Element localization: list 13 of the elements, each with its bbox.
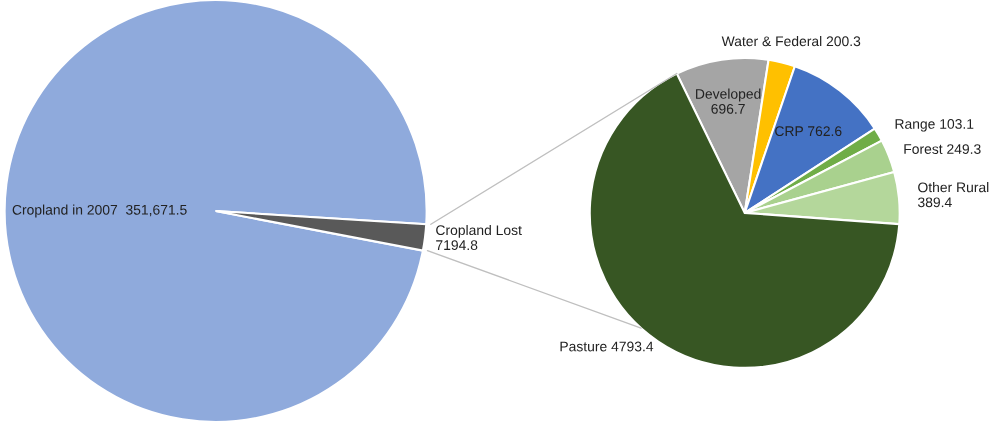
- data-label: 7194.8: [436, 240, 478, 251]
- slice-label: Cropland Lost: [436, 224, 522, 238]
- slice-label: Developed: [696, 88, 761, 102]
- slice-label: Range 103.1: [895, 119, 974, 132]
- slice-label: Cropland in 2007 351,671.5: [12, 204, 187, 218]
- slice-label: Other Rural: [918, 182, 989, 193]
- data-label: 389.4: [917, 197, 952, 208]
- data-label: 696.7: [711, 103, 745, 114]
- pie-slice: [3, 0, 428, 422]
- slice-label: Water & Federal 200.3: [721, 35, 861, 47]
- slice-label: CRP 762.6: [775, 126, 842, 137]
- slice-label: Forest 249.3: [904, 144, 981, 154]
- slice-label: Pasture 4793.4: [560, 341, 654, 352]
